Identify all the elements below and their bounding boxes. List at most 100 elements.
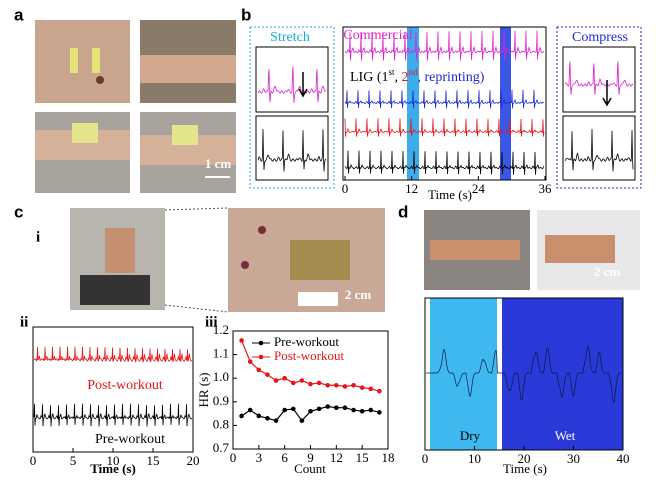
trace [257, 66, 327, 103]
arrow [298, 72, 308, 98]
y-tick-label: 1.1 [213, 346, 229, 361]
y-tick-label: 1.2 [213, 322, 229, 337]
y-tick-label: 1.0 [213, 369, 229, 384]
trace [344, 89, 545, 109]
label-part: , reprinting) [418, 70, 485, 85]
plot-frame [562, 46, 636, 113]
electrode [70, 48, 78, 73]
data-point [290, 406, 296, 412]
plot-frame [342, 26, 547, 181]
x-tick-label: 18 [382, 450, 395, 465]
data-point [377, 388, 382, 394]
label-part: st [389, 67, 396, 77]
axis-title: Count [294, 461, 326, 476]
x-tick-label: 10 [468, 451, 481, 466]
series-line [241, 405, 380, 422]
legend-marker [258, 354, 264, 360]
data-point [377, 410, 382, 415]
legend-label: Pre-workout [274, 334, 339, 349]
data-point [265, 416, 270, 421]
data-point [282, 407, 287, 413]
trace [425, 345, 622, 404]
inset-frame [249, 26, 335, 189]
x-tick-label: 30 [567, 451, 580, 466]
electrode [92, 48, 100, 73]
axis-title: Time (s) [428, 187, 472, 202]
y-tick-label: 0.9 [213, 393, 229, 408]
x-tick-label: 0 [30, 453, 37, 468]
photo [35, 20, 130, 103]
region-label: Dry [460, 428, 481, 443]
trace [344, 118, 545, 137]
photo-detail [430, 240, 520, 260]
inset-frame [556, 26, 642, 189]
y-tick-label: 0.7 [213, 440, 230, 455]
label-part: nd [409, 67, 419, 77]
axis-title: HR (s) [196, 372, 211, 407]
x-tick-label: 15 [147, 453, 160, 468]
sub-label: iii [205, 314, 218, 330]
scale-bar [298, 292, 338, 306]
plot-frame [255, 46, 329, 113]
data-point [247, 407, 253, 413]
scale-label: 2 cm [594, 264, 621, 279]
x-tick-label: 0 [230, 450, 237, 465]
electrode [172, 125, 198, 145]
electrode [72, 123, 98, 143]
x-tick-label: 9 [307, 450, 314, 465]
panel-label: c [14, 202, 23, 221]
x-tick-label: 5 [70, 453, 77, 468]
series-label: Commercial [343, 28, 412, 43]
x-tick-label: 12 [405, 181, 418, 196]
photo-detail [545, 235, 615, 263]
data-point [368, 407, 374, 413]
data-point [334, 382, 339, 388]
x-tick-label: 20 [518, 451, 531, 466]
data-point [334, 405, 339, 411]
trace [344, 30, 545, 61]
data-point [351, 382, 356, 388]
trace [33, 346, 193, 364]
data-point [256, 413, 262, 419]
x-tick-label: 0 [422, 451, 429, 466]
label-part: 2 [402, 70, 409, 85]
sub-label: i [36, 229, 40, 245]
data-point [325, 404, 331, 409]
panel-label: d [398, 202, 408, 221]
data-point [265, 372, 270, 377]
panel-label: b [241, 5, 251, 24]
inset-title: Stretch [270, 30, 310, 45]
zoom-line [164, 304, 229, 313]
x-tick-label: 40 [617, 451, 630, 466]
region-band [430, 298, 497, 450]
data-point [308, 408, 313, 414]
region-label: Wet [555, 428, 576, 443]
photo-detail [258, 226, 266, 234]
plot-frame [562, 115, 636, 181]
arrow [602, 80, 612, 107]
data-point [308, 381, 313, 387]
data-point [316, 380, 322, 386]
x-tick-label: 0 [342, 181, 349, 196]
data-point [290, 380, 296, 386]
x-tick-label: 24 [472, 181, 486, 196]
data-point [282, 375, 287, 381]
series-label: LIG (1st, 2nd, reprinting) [350, 67, 485, 85]
axis-title: Time (s) [503, 461, 547, 476]
data-point [239, 413, 244, 419]
x-tick-label: 15 [356, 450, 369, 465]
plot-frame [255, 115, 329, 181]
scale-label: 1 cm [205, 156, 232, 171]
trace [564, 61, 634, 95]
data-point [342, 384, 348, 389]
trace [344, 150, 545, 175]
x-tick-label: 6 [281, 450, 288, 465]
data-point [299, 418, 305, 423]
panel-label: a [14, 5, 24, 24]
region-band [502, 298, 623, 450]
series-label: Post-workout [87, 378, 163, 393]
photo-detail [96, 76, 104, 84]
data-point [342, 405, 348, 411]
data-point [316, 406, 322, 412]
